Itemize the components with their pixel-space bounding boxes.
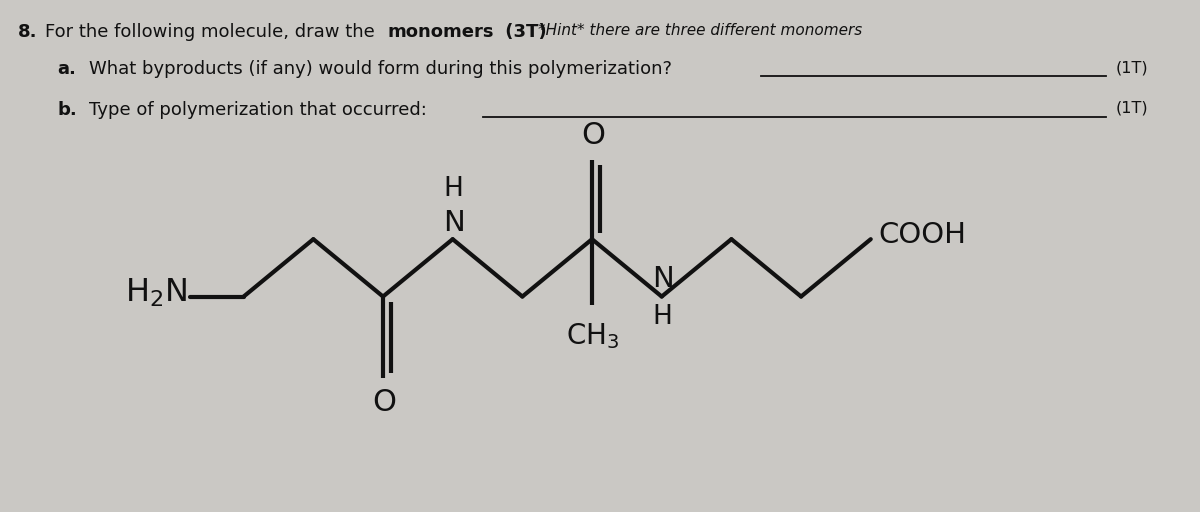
Text: CH$_3$: CH$_3$ [566, 322, 619, 351]
Text: monomers: monomers [388, 23, 494, 40]
Text: N: N [652, 265, 673, 292]
Text: Type of polymerization that occurred:: Type of polymerization that occurred: [89, 101, 427, 119]
Text: a.: a. [58, 60, 77, 78]
Text: 8.: 8. [18, 23, 37, 40]
Text: b.: b. [58, 101, 77, 119]
Text: H: H [653, 305, 673, 330]
Text: What byproducts (if any) would form during this polymerization?: What byproducts (if any) would form duri… [89, 60, 672, 78]
Text: O: O [581, 121, 605, 150]
Text: (1T): (1T) [1116, 60, 1148, 75]
Text: O: O [372, 388, 396, 417]
Text: COOH: COOH [878, 221, 967, 249]
Text: For the following molecule, draw the: For the following molecule, draw the [44, 23, 380, 40]
Text: H$_2$N: H$_2$N [125, 276, 187, 309]
Text: (3T): (3T) [499, 23, 553, 40]
Text: N: N [443, 209, 464, 237]
Text: H: H [444, 176, 463, 202]
Text: (1T): (1T) [1116, 101, 1148, 116]
Text: *Hint* there are three different monomers: *Hint* there are three different monomer… [539, 23, 863, 37]
